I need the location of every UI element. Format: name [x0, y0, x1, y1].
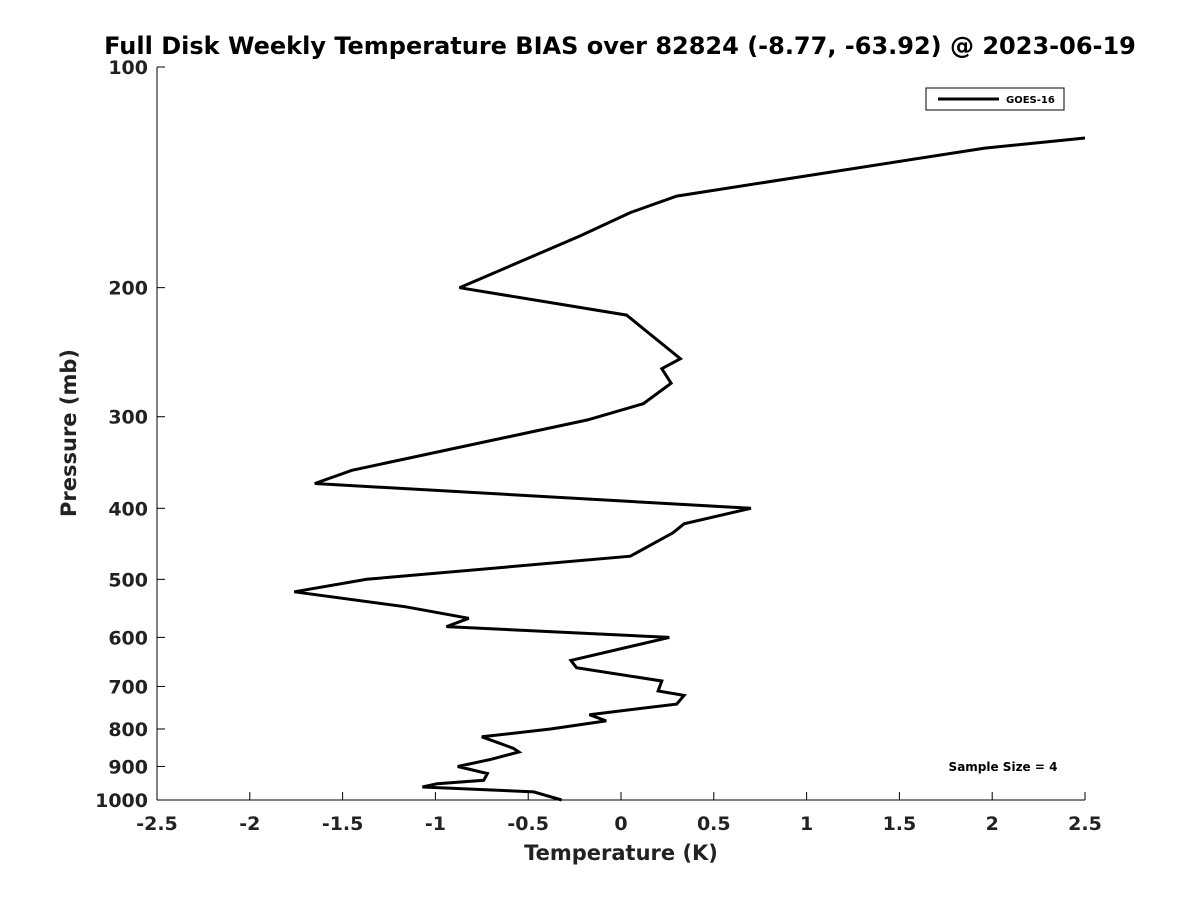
- x-tick-label: 2.5: [1068, 813, 1102, 835]
- chart-title: Full Disk Weekly Temperature BIAS over 8…: [104, 32, 1136, 60]
- y-tick-label: 700: [108, 676, 148, 698]
- y-tick-label: 600: [108, 627, 148, 649]
- x-tick-label: 0.5: [697, 813, 731, 835]
- legend: GOES-16: [925, 87, 1065, 111]
- y-ticks: 100 200 300 400 500 600 700 800 900 1000: [95, 57, 165, 812]
- x-tick-label: 1.5: [883, 813, 917, 835]
- y-tick-label: 200: [108, 278, 148, 300]
- x-tick-label: -0.5: [507, 813, 549, 835]
- x-tick-label: -2.5: [136, 813, 178, 835]
- series-layer: [294, 136, 1086, 802]
- x-ticks: -2.5 -2 -1.5 -1 -0.5 0 0.5 1 1.5 2 2.5: [136, 792, 1102, 835]
- y-tick-label: 300: [108, 407, 148, 429]
- axes: [156, 67, 1085, 801]
- x-tick-label: -2: [239, 813, 260, 835]
- y-tick-label: 900: [108, 756, 148, 778]
- y-tick-label: 100: [108, 57, 148, 79]
- x-axis-label: Temperature (K): [524, 841, 718, 865]
- y-tick-label: 500: [108, 569, 148, 591]
- y-tick-label: 1000: [95, 790, 148, 812]
- y-tick-label: 800: [108, 719, 148, 741]
- legend-label-goes-16: GOES-16: [1006, 95, 1055, 106]
- x-tick-label: 2: [986, 813, 999, 835]
- y-axis-label: Pressure (mb): [57, 349, 81, 517]
- sample-size-annotation: Sample Size = 4: [949, 760, 1058, 774]
- x-tick-label: 1: [800, 813, 813, 835]
- series-line-goes-16: [294, 136, 1086, 802]
- x-tick-label: -1: [425, 813, 446, 835]
- y-tick-label: 400: [108, 498, 148, 520]
- x-tick-label: -1.5: [322, 813, 364, 835]
- x-tick-label: 0: [614, 813, 627, 835]
